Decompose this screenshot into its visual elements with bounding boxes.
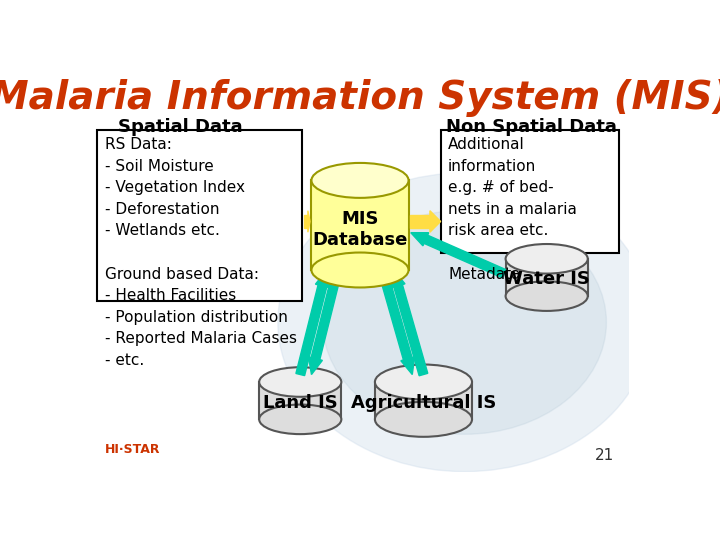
Polygon shape <box>312 180 408 270</box>
Polygon shape <box>296 285 327 376</box>
FancyBboxPatch shape <box>97 130 302 301</box>
Text: Agricultural IS: Agricultural IS <box>351 394 496 411</box>
Polygon shape <box>375 382 472 420</box>
Text: Spatial Data: Spatial Data <box>119 118 243 136</box>
Ellipse shape <box>312 253 408 287</box>
Polygon shape <box>394 285 428 376</box>
Ellipse shape <box>375 402 472 437</box>
Polygon shape <box>311 269 342 360</box>
Polygon shape <box>430 211 441 232</box>
Polygon shape <box>308 357 323 375</box>
Ellipse shape <box>323 210 606 434</box>
FancyBboxPatch shape <box>441 130 619 253</box>
Polygon shape <box>401 357 415 375</box>
Polygon shape <box>304 215 308 228</box>
Polygon shape <box>410 215 430 228</box>
Polygon shape <box>505 259 588 296</box>
Polygon shape <box>181 158 285 285</box>
Ellipse shape <box>278 173 651 471</box>
Polygon shape <box>378 269 412 360</box>
Text: HI·STAR: HI·STAR <box>104 443 160 456</box>
Ellipse shape <box>505 281 588 311</box>
Ellipse shape <box>312 163 408 198</box>
Ellipse shape <box>259 404 341 434</box>
Polygon shape <box>259 382 341 420</box>
Text: Additional
information
e.g. # of bed-
nets in a malaria
risk area etc.

Metadata: Additional information e.g. # of bed- ne… <box>448 137 577 282</box>
Polygon shape <box>391 270 405 288</box>
Text: MIS
Database: MIS Database <box>312 210 408 249</box>
Text: Non Spatial Data: Non Spatial Data <box>446 118 617 136</box>
Text: Water IS: Water IS <box>503 271 590 288</box>
Text: RS Data:
- Soil Moisture
- Vegetation Index
- Deforestation
- Wetlands etc.

Gro: RS Data: - Soil Moisture - Vegetation In… <box>104 137 297 368</box>
Text: 21: 21 <box>595 448 614 463</box>
Ellipse shape <box>259 367 341 397</box>
Polygon shape <box>315 270 329 288</box>
Polygon shape <box>308 211 310 232</box>
Ellipse shape <box>375 364 472 400</box>
Polygon shape <box>424 235 506 278</box>
Text: Malaria Information System (MIS): Malaria Information System (MIS) <box>0 79 720 117</box>
Polygon shape <box>411 233 428 246</box>
Ellipse shape <box>505 244 588 274</box>
Text: Land IS: Land IS <box>263 394 338 411</box>
